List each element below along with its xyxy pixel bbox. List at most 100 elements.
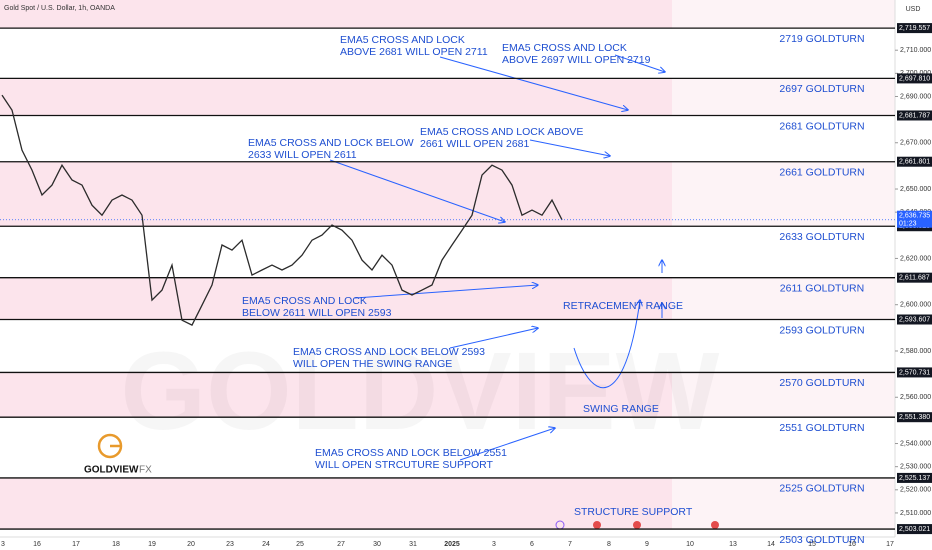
y-tick-label: 2,510.000: [900, 510, 931, 517]
y-tick-label: 2,560.000: [900, 394, 931, 401]
current-price-tag: [897, 210, 932, 228]
axis-tag-label: 2,697.810: [899, 75, 930, 82]
x-tick-label: 23: [226, 541, 234, 548]
event-icon: [711, 521, 719, 529]
y-tick-label: 2,540.000: [900, 440, 931, 447]
arrow: [354, 285, 538, 299]
level-label: 2570 GOLDTURN: [779, 377, 864, 389]
band: [672, 161, 895, 227]
level-label: 2633 GOLDTURN: [779, 231, 864, 243]
x-tick-label: 25: [296, 541, 304, 548]
x-tick-label: 17: [886, 541, 894, 548]
currency: USD: [906, 6, 921, 13]
level-label: 2551 GOLDTURN: [779, 422, 864, 434]
annotation: STRUCTURE SUPPORT: [574, 506, 693, 518]
x-tick-label: 2025: [444, 541, 460, 548]
y-tick-label: 2,520.000: [900, 487, 931, 494]
annotation: ABOVE 2697 WILL OPEN 2719: [502, 54, 651, 66]
arrow: [459, 428, 555, 461]
x-tick-label: 16: [848, 541, 856, 548]
arrow: [529, 139, 610, 156]
band: [0, 277, 672, 320]
annotation: WILL OPEN STRCUTURE SUPPORT: [315, 459, 494, 471]
event-icon: [593, 521, 601, 529]
y-tick-label: 2,530.000: [900, 464, 931, 471]
annotation: 2661 WILL OPEN 2681: [420, 138, 530, 150]
axis-tag: [897, 367, 932, 378]
x-tick-label: 10: [686, 541, 694, 548]
y-tick-label: 2,690.000: [900, 93, 931, 100]
y-tick-label: 2,600.000: [900, 302, 931, 309]
axis-tag: [897, 472, 932, 483]
level-label: 2697 GOLDTURN: [779, 83, 864, 95]
band: [672, 372, 895, 418]
x-tick-label: 15: [808, 541, 816, 548]
logo: GOLDVIEW FX: [84, 433, 152, 476]
axis-tag: [897, 156, 932, 167]
axis-tag: [897, 314, 932, 325]
x-tick-label: 9: [645, 541, 649, 548]
x-tick-label: 19: [148, 541, 156, 548]
symbol-title: Gold Spot / U.S. Dollar, 1h, OANDA: [4, 5, 115, 12]
band: [672, 477, 895, 530]
background-bands: [0, 0, 895, 530]
annotation: WILL OPEN THE SWING RANGE: [293, 358, 452, 370]
axis-tag: [897, 73, 932, 84]
annotation: RETRACEMENT RANGE: [563, 300, 683, 312]
axis-tag-label: 2,570.731: [899, 369, 930, 376]
y-tick-label: 2,710.000: [900, 47, 931, 54]
logo-text: FX: [139, 465, 152, 476]
annotation: EMA5 CROSS AND LOCK: [242, 295, 367, 307]
axis-tag-label: 2,503.021: [899, 526, 930, 533]
axis-tag-label: 2,719.557: [899, 25, 930, 32]
y-tick-label: 2,620.000: [900, 255, 931, 262]
y-tick-label: 2,670.000: [900, 140, 931, 147]
axis-tag-label: 2,525.137: [899, 475, 930, 482]
band: [672, 78, 895, 116]
x-tick-label: 24: [262, 541, 270, 548]
axis-tag-label: 2,593.607: [899, 316, 930, 323]
x-tick-label: 6: [530, 541, 534, 548]
level-label: 2611 GOLDTURN: [780, 282, 864, 294]
band: [0, 0, 672, 29]
axis-tag: [897, 110, 932, 121]
x-tick-label: 18: [112, 541, 120, 548]
event-icon: [633, 521, 641, 529]
x-tick-label: 3: [1, 541, 5, 548]
arrow: [439, 56, 628, 110]
y-tick-label: 2,580.000: [900, 348, 931, 355]
axis-tag: [897, 23, 932, 34]
event-icons: [555, 520, 719, 530]
level-label: 2593 GOLDTURN: [779, 324, 864, 336]
x-tick-label: 14: [767, 541, 775, 548]
arrow: [449, 328, 538, 349]
axis-tag-label: 2,661.801: [899, 159, 930, 166]
arrows: [329, 54, 665, 461]
axis-tag: [897, 272, 932, 283]
annotation: ABOVE 2681 WILL OPEN 2711: [340, 46, 488, 58]
axis-tag-label: 2,551.380: [899, 414, 930, 421]
band: [0, 477, 672, 530]
x-tick-label: 20: [187, 541, 195, 548]
band: [672, 0, 895, 29]
y-tick-label: 2,650.000: [900, 186, 931, 193]
axis-tag-label: 2,681.787: [899, 112, 930, 119]
annotation: EMA5 CROSS AND LOCK: [502, 42, 627, 54]
x-tick-label: 7: [568, 541, 572, 548]
logo-text: GOLDVIEW: [84, 465, 139, 476]
level-label: 2681 GOLDTURN: [779, 120, 864, 132]
x-tick-label: 13: [729, 541, 737, 548]
arrow: [614, 54, 665, 72]
band: [0, 372, 672, 418]
annotation: EMA5 CROSS AND LOCK ABOVE: [420, 126, 583, 138]
countdown: 01:23: [899, 221, 917, 228]
annotation: EMA5 CROSS AND LOCK BELOW 2551: [315, 447, 507, 459]
x-tick-label: 17: [72, 541, 80, 548]
annotation: SWING RANGE: [583, 403, 659, 415]
annotation: EMA5 CROSS AND LOCK BELOW: [248, 137, 414, 149]
level-label: 2661 GOLDTURN: [779, 167, 864, 179]
axis-tag: [897, 524, 932, 535]
price-line: [1, 94, 563, 326]
x-tick-label: 8: [607, 541, 611, 548]
